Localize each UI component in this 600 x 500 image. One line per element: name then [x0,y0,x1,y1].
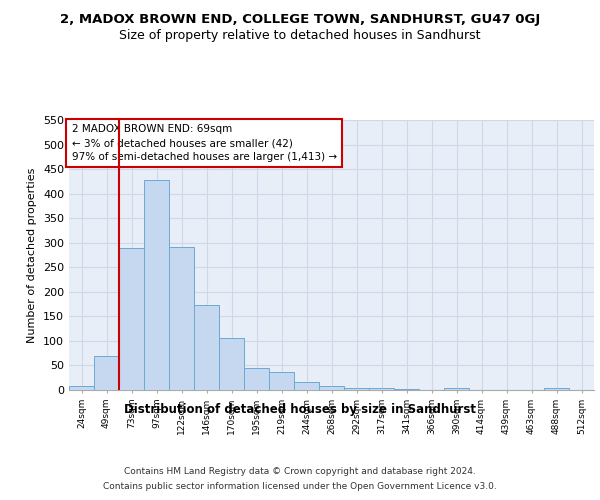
Bar [344,388,369,390]
Bar [219,338,244,390]
Bar [394,388,419,390]
Y-axis label: Number of detached properties: Number of detached properties [28,168,37,342]
Text: Distribution of detached houses by size in Sandhurst: Distribution of detached houses by size … [124,402,476,415]
Bar [294,382,319,390]
Bar [169,246,194,390]
Text: 2 MADOX BROWN END: 69sqm
← 3% of detached houses are smaller (42)
97% of semi-de: 2 MADOX BROWN END: 69sqm ← 3% of detache… [71,124,337,162]
Bar [144,180,169,390]
Text: Size of property relative to detached houses in Sandhurst: Size of property relative to detached ho… [119,29,481,42]
Bar [194,305,219,390]
Text: 2, MADOX BROWN END, COLLEGE TOWN, SANDHURST, GU47 0GJ: 2, MADOX BROWN END, COLLEGE TOWN, SANDHU… [60,12,540,26]
Bar [319,386,344,390]
Bar [244,368,269,390]
Bar [544,388,569,390]
Bar [269,372,294,390]
Bar [444,388,469,390]
Bar [69,386,94,390]
Bar [369,388,394,390]
Text: Contains HM Land Registry data © Crown copyright and database right 2024.: Contains HM Land Registry data © Crown c… [124,467,476,476]
Bar [119,248,144,390]
Text: Contains public sector information licensed under the Open Government Licence v3: Contains public sector information licen… [103,482,497,491]
Bar [94,356,119,390]
